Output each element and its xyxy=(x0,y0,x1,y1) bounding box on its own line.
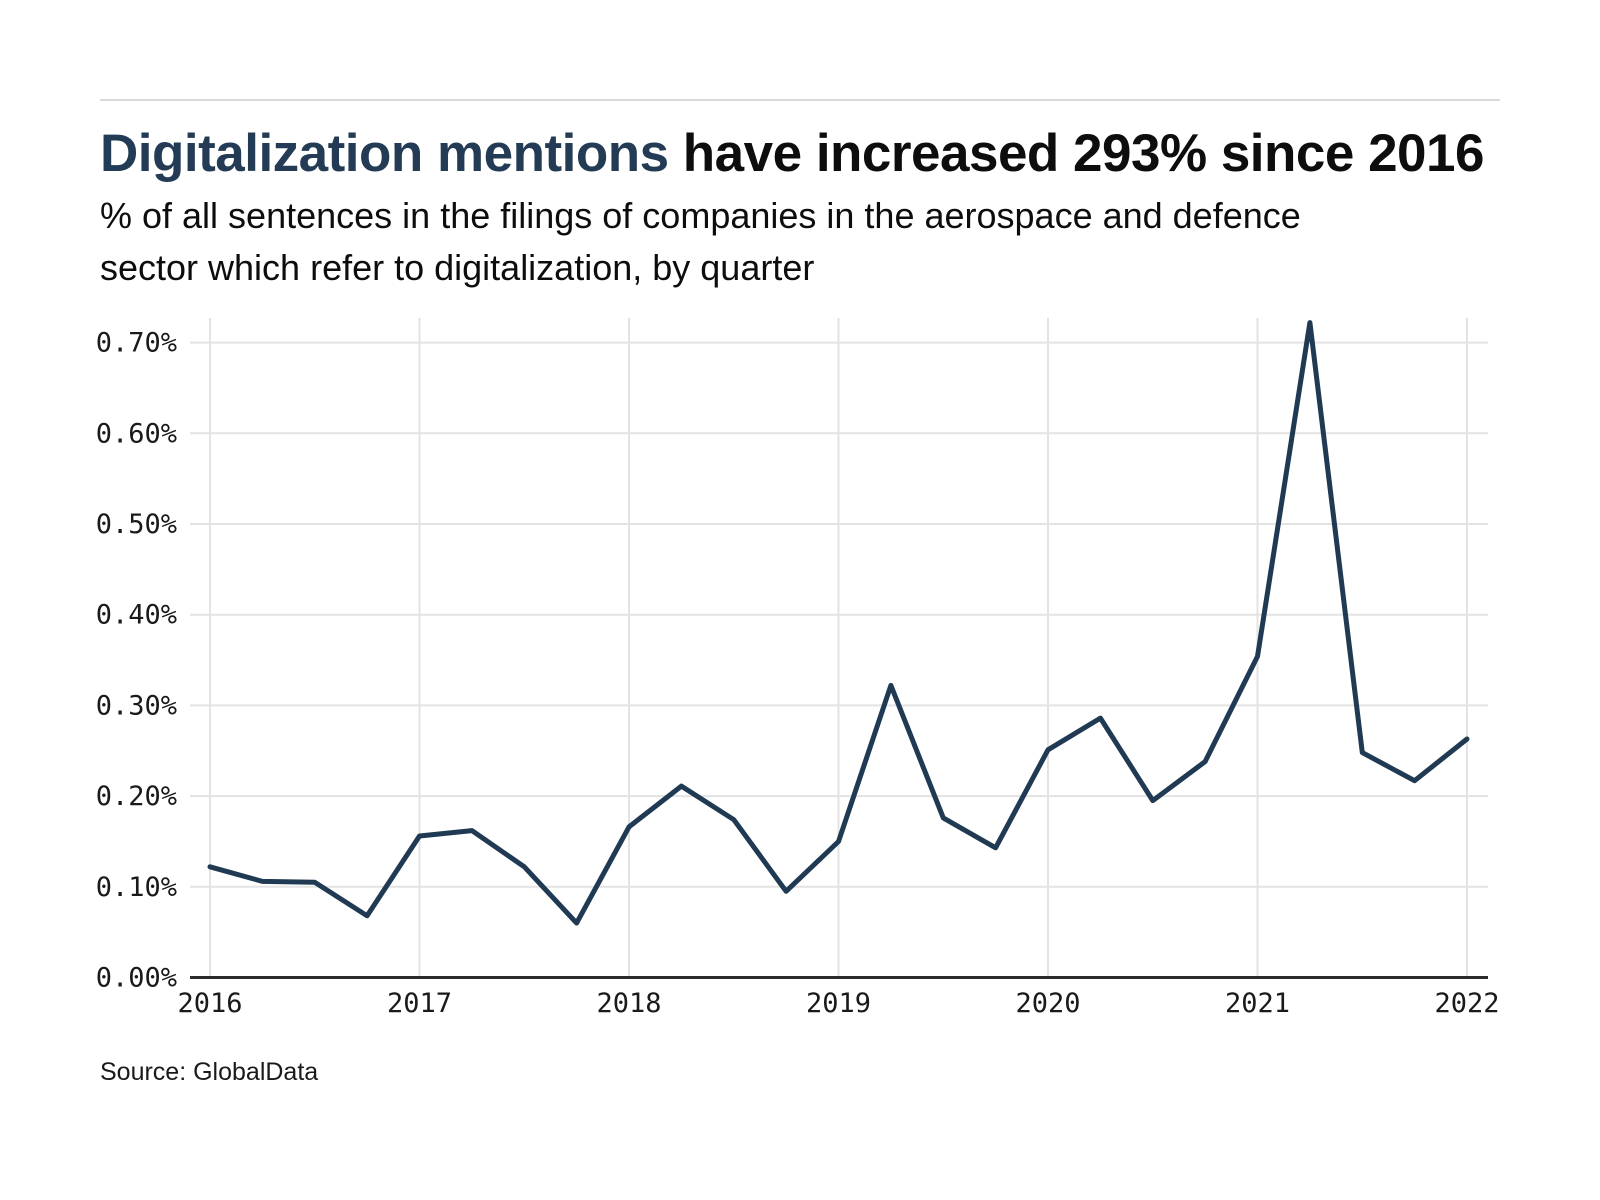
y-axis-tick-label: 0.00% xyxy=(96,963,177,994)
y-axis-tick-label: 0.70% xyxy=(96,328,177,359)
y-axis-tick-label: 0.30% xyxy=(96,690,177,721)
y-axis-tick-label: 0.50% xyxy=(96,509,177,540)
data-series-line xyxy=(207,320,1470,926)
source-text: Source: GlobalData xyxy=(100,1058,319,1086)
title-highlight: Digitalization mentions xyxy=(100,124,669,183)
subtitle-line-1: % of all sentences in the filings of com… xyxy=(100,195,1301,236)
subtitle-line-2: sector which refer to digitalization, by… xyxy=(100,247,815,288)
x-axis-tick-label: 2016 xyxy=(177,988,242,1019)
page-title: Digitalization mentions have increased 2… xyxy=(100,124,1520,185)
y-axis-tick-label: 0.40% xyxy=(96,600,177,631)
x-axis-tick-label: 2018 xyxy=(596,988,661,1019)
top-divider-rule xyxy=(100,99,1500,101)
y-axis-tick-label: 0.20% xyxy=(96,781,177,812)
x-axis-tick-label: 2021 xyxy=(1225,988,1290,1019)
title-rest: have increased 293% since 2016 xyxy=(668,124,1485,183)
x-axis-tick-label: 2017 xyxy=(387,988,452,1019)
x-axis-tick-label: 2019 xyxy=(806,988,871,1019)
y-axis-tick-label: 0.10% xyxy=(96,872,177,903)
x-axis-tick-label: 2020 xyxy=(1015,988,1080,1019)
x-axis-tick-label: 2022 xyxy=(1434,988,1499,1019)
chart-subtitle: % of all sentences in the filings of com… xyxy=(100,190,1500,294)
y-axis-tick-label: 0.60% xyxy=(96,418,177,449)
